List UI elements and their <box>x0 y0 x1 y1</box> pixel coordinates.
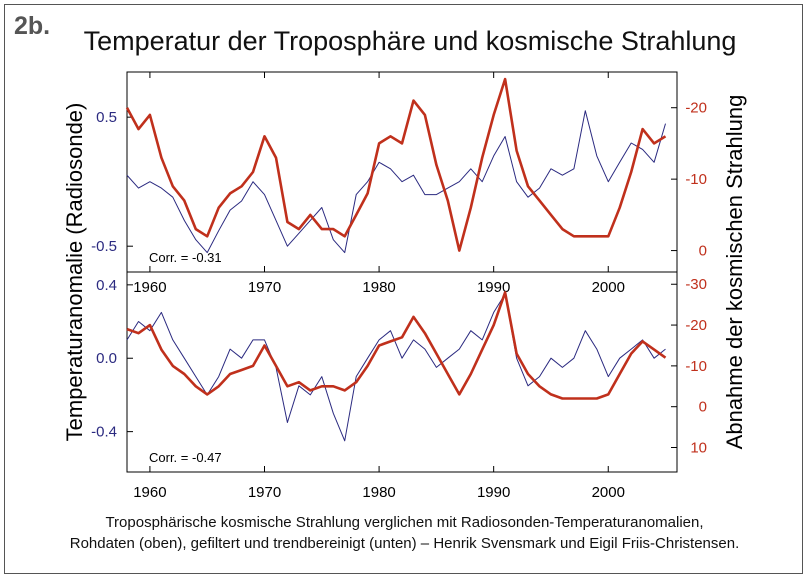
corr-annotation: Corr. = -0.47 <box>149 450 222 465</box>
y-left-tick-label: 0.5 <box>96 109 117 126</box>
y-right-tick-label: -20 <box>685 317 707 334</box>
y-right-tick-label: 0 <box>699 243 707 260</box>
x-tick-label: 1970 <box>248 279 281 296</box>
x-tick-label: 1970 <box>248 484 281 501</box>
x-tick-label: 1980 <box>362 484 395 501</box>
figure-frame <box>4 4 803 574</box>
y-right-tick-label: -20 <box>685 100 707 117</box>
y-right-tick-label: -10 <box>685 171 707 188</box>
x-tick-label: 2000 <box>592 279 625 296</box>
y-left-tick-label: 0.4 <box>96 277 117 294</box>
y-left-tick-label: -0.4 <box>91 424 117 441</box>
temperature-line-top <box>126 110 666 254</box>
cosmic-ray-line-top <box>125 77 667 252</box>
y-right-tick-label: 10 <box>690 440 707 457</box>
chart-panels: 1960 1970 1980 1990 2000 0.5 -0.5 -20 -10 0 Corr. … <box>91 71 707 501</box>
y-left-tick-label: -0.5 <box>91 238 117 255</box>
y-axis-label-left: Temperaturanomalie (Radiosonde) <box>62 103 87 442</box>
x-tick-label: 1980 <box>362 279 395 296</box>
x-tick-label: 1990 <box>477 484 510 501</box>
caption: Troposphärische kosmische Strahlung verg… <box>0 512 809 554</box>
x-tick-label: 1990 <box>477 279 510 296</box>
x-tick-label: 1960 <box>133 279 166 296</box>
y-right-tick-label: -10 <box>685 358 707 375</box>
y-right-tick-label: -30 <box>685 276 707 293</box>
y-right-tick-label: 0 <box>699 399 707 416</box>
cosmic-ray-line-bottom <box>126 291 667 400</box>
temperature-line-bottom <box>126 293 666 442</box>
chart-title: Temperatur der Troposphäre und kosmische… <box>83 26 737 56</box>
plot-area-bottom <box>126 271 678 473</box>
panel-bottom: 1960 1970 1980 1990 2000 0.4 0.0 -0.4 -30 -20 -10 0… <box>91 271 707 501</box>
y-axis-label-right: Abnahme der kosmischen Strahlung <box>722 95 747 450</box>
corr-annotation: Corr. = -0.31 <box>149 250 222 265</box>
plot-area-top <box>126 71 678 273</box>
panel-top: 1960 1970 1980 1990 2000 0.5 -0.5 -20 -10 0 Corr. … <box>91 71 707 296</box>
y-left-tick-label: 0.0 <box>96 350 117 367</box>
x-tick-label: 1960 <box>133 484 166 501</box>
x-tick-label: 2000 <box>592 484 625 501</box>
caption-line-1: Troposphärische kosmische Strahlung verg… <box>105 514 704 531</box>
figure-label: 2b. <box>14 12 51 40</box>
caption-line-2: Rohdaten (oben), gefiltert und trendbere… <box>69 535 740 552</box>
